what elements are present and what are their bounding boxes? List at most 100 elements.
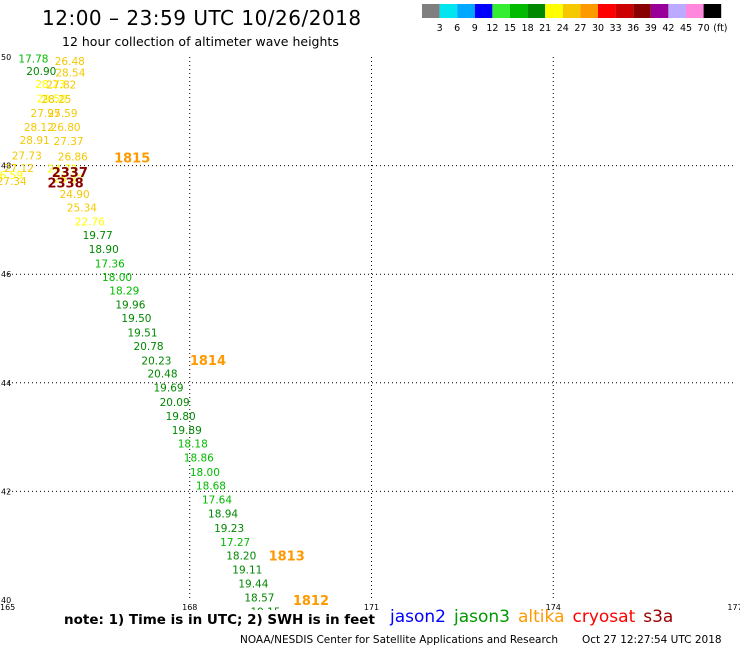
satellite-jason2: jason2 <box>390 607 446 627</box>
wave-height-label: 27.97 <box>31 108 61 120</box>
scale-tick-label: 33 <box>610 23 622 34</box>
scale-swatch <box>598 4 616 18</box>
scale-tick-label: 70 <box>698 23 710 34</box>
y-tick-label: 40 <box>1 596 11 605</box>
wave-height-label: 19.23 <box>214 523 244 535</box>
wave-height-label: 25.34 <box>67 202 97 214</box>
scale-tick-label: 39 <box>645 23 657 34</box>
wave-height-label: 19.15 <box>250 606 280 610</box>
scale-swatch <box>422 4 440 18</box>
scale-swatch <box>562 4 581 18</box>
wave-height-label: 19.96 <box>115 300 145 312</box>
satellite-legend: jason2 jason3 altika cryosat s3a <box>390 607 681 627</box>
wave-height-label: 18.18 <box>178 439 208 451</box>
scale-tick-label: 42 <box>662 23 674 34</box>
wave-height-label: 17.36 <box>95 258 125 270</box>
footer-timestamp: Oct 27 12:27:54 UTC 2018 <box>582 634 722 646</box>
wave-height-label: 18.57 <box>244 592 274 604</box>
wave-height-label: 19.80 <box>166 411 196 423</box>
satellite-cryosat: cryosat <box>572 607 636 627</box>
wave-height-label: 19.89 <box>172 425 202 437</box>
wave-height-label: 27.37 <box>54 136 84 148</box>
wave-height-label: 20.48 <box>147 369 177 381</box>
wave-height-label: 27.34 <box>0 176 27 188</box>
scale-tick-label: 18 <box>522 23 534 34</box>
wave-height-label: 18.00 <box>102 272 132 284</box>
wave-height-label: 18.20 <box>226 550 256 562</box>
wave-height-label: 18.68 <box>196 480 226 492</box>
scale-tick-label: 6 <box>454 23 460 34</box>
wave-height-label: 17.27 <box>220 537 250 549</box>
x-tick-label: 165 <box>0 603 15 610</box>
pass-time-label: 1814 <box>190 354 226 369</box>
scale-swatch <box>703 4 722 18</box>
wave-height-label: 28.23 <box>35 79 65 91</box>
scale-swatch <box>615 4 634 18</box>
color-scale-legend: 3 6 9 12 15 18 21 24 27 30 33 36 39 42 45 70 (ft) <box>422 4 728 34</box>
scale-swatch <box>439 4 458 18</box>
satellite-s3a: s3a <box>643 607 674 627</box>
wave-height-label: 19.11 <box>232 565 262 577</box>
wave-height-label: 26.86 <box>58 151 88 163</box>
scale-swatch <box>527 4 546 18</box>
wave-height-label: 20.23 <box>141 356 171 368</box>
wave-height-label: 26.33 <box>54 174 84 186</box>
wave-height-label: 28.91 <box>20 135 50 147</box>
wave-height-label: 22.76 <box>75 217 105 229</box>
scale-tick-label: 36 <box>627 23 639 34</box>
scale-tick-label: 24 <box>557 23 569 34</box>
footer-credit: NOAA/NESDIS Center for Satellite Applica… <box>240 634 558 646</box>
scale-swatch <box>474 4 493 18</box>
wave-height-label: 20.78 <box>134 341 164 353</box>
scale-tick-label: 30 <box>592 23 604 34</box>
chart-subtitle: 12 hour collection of altimeter wave hei… <box>62 34 339 49</box>
y-tick-label: 42 <box>1 487 11 496</box>
scale-swatch <box>686 4 704 18</box>
wave-height-label: 18.29 <box>109 285 139 297</box>
scale-swatch <box>580 4 598 18</box>
scale-tick-label: 15 <box>504 23 516 34</box>
wave-height-label: 27.82 <box>46 80 76 92</box>
plot-area: 16516817117417740424446485017.7826.4820.… <box>0 53 740 610</box>
wave-height-label: 28.12 <box>24 122 54 134</box>
pass-time-label: 2338 <box>47 176 83 191</box>
scale-swatch <box>510 4 528 18</box>
satellite-jason3: jason3 <box>454 607 510 627</box>
y-tick-label: 50 <box>1 53 11 62</box>
scale-swatch <box>650 4 669 18</box>
scale-swatch <box>457 4 475 18</box>
satellite-altika: altika <box>518 607 565 627</box>
x-tick-label: 174 <box>546 603 561 610</box>
pass-time-label: 1813 <box>269 549 305 564</box>
wave-height-label: 24.72 <box>47 163 77 175</box>
scale-unit-label: (ft) <box>713 23 727 34</box>
wave-height-label: 18.00 <box>190 467 220 479</box>
scale-swatch <box>633 4 651 18</box>
pass-time-label: 1815 <box>114 151 150 166</box>
scale-swatch <box>492 4 510 18</box>
wave-height-label: 19.51 <box>127 327 157 339</box>
x-tick-label: 168 <box>182 603 197 610</box>
y-tick-label: 48 <box>1 162 11 171</box>
wave-height-label: 20.09 <box>160 397 190 409</box>
wave-height-label: 17.78 <box>18 54 48 66</box>
wave-height-label: 27.12 <box>4 163 34 175</box>
wave-height-label: 26.59 <box>0 170 23 182</box>
scale-swatch <box>545 4 563 18</box>
pass-time-label: 2337 <box>52 166 88 181</box>
wave-height-label: 28.54 <box>55 68 85 80</box>
chart-title: 12:00 – 23:59 UTC 10/26/2018 <box>42 6 362 30</box>
wave-height-label: 29.50 <box>37 93 67 105</box>
wave-height-label: 19.69 <box>154 383 184 395</box>
wave-height-label: 19.77 <box>83 230 113 242</box>
wave-height-label: 18.94 <box>208 509 238 521</box>
scale-swatch <box>668 4 686 18</box>
pass-time-label: 1812 <box>293 594 329 609</box>
wave-height-label: 20.90 <box>26 66 56 78</box>
scale-tick-label: 9 <box>472 23 478 34</box>
wave-height-label: 24.90 <box>60 189 90 201</box>
wave-height-label: 25.59 <box>47 108 77 120</box>
y-tick-label: 44 <box>1 379 11 388</box>
wave-height-label: 17.64 <box>202 495 232 507</box>
wave-height-label: 28.25 <box>41 94 71 106</box>
